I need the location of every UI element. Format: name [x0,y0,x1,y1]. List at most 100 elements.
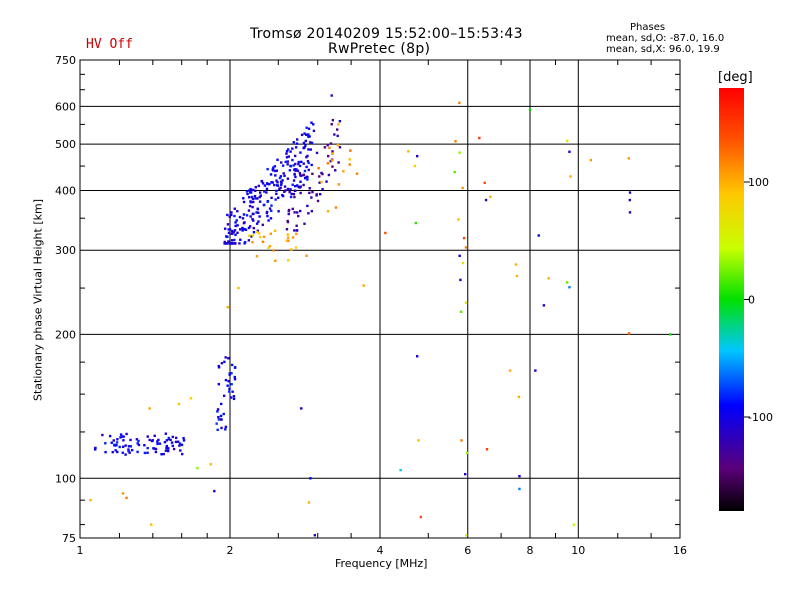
data-point [236,224,239,227]
data-point [254,189,257,193]
data-point [230,229,234,233]
data-point [230,213,233,217]
data-point [163,440,167,444]
data-point [337,183,341,186]
data-point [256,229,260,232]
data-point [255,222,259,225]
data-point [568,150,571,153]
data-point [232,395,236,398]
data-point [310,163,313,167]
data-point [294,162,297,166]
data-point [238,215,242,219]
data-point [146,446,149,450]
data-point [247,209,251,212]
data-point [114,449,117,452]
data-point [302,162,305,165]
data-point [278,176,282,180]
data-point [177,440,180,443]
colorbar-tick-label: -100 [748,411,773,424]
data-point [177,402,181,406]
data-point [292,192,296,196]
data-point [119,436,122,439]
data-point [251,234,255,237]
data-point [243,228,246,231]
data-point [315,151,319,155]
data-point [230,232,234,236]
data-point [275,184,279,187]
data-point [153,434,156,438]
data-point [312,123,315,126]
data-point [284,189,287,192]
data-point [234,221,237,224]
data-point [305,165,308,169]
data-point [233,375,237,379]
data-point [281,193,284,197]
data-point [220,362,224,365]
data-point [259,235,262,239]
data-point [228,387,231,391]
data-point [331,150,334,153]
data-point [111,450,114,454]
data-point [297,214,300,218]
data-point [326,143,329,147]
data-point [517,395,521,399]
data-point [287,259,290,262]
data-point [167,449,170,453]
data-point [407,150,410,153]
data-point [267,219,270,222]
data-point [297,185,300,189]
data-point [282,172,285,175]
data-point [285,152,288,155]
data-point [270,209,273,213]
data-point [304,139,307,143]
data-point [295,232,298,236]
data-point [253,194,257,198]
data-point [303,169,307,173]
data-point [330,94,333,97]
data-point [223,360,226,364]
hv-status: HV Off [86,37,133,52]
data-point [228,215,231,218]
data-point [250,195,254,199]
data-point [337,161,340,164]
data-point [334,206,338,209]
data-point [306,204,309,208]
data-point [89,498,92,502]
data-point [485,448,489,451]
data-point [244,228,248,231]
data-point [251,240,254,244]
data-point [336,143,340,147]
data-point [119,433,123,436]
data-point [266,200,269,203]
data-point [308,135,311,138]
data-point [217,415,220,419]
data-point [298,209,302,213]
data-point [180,443,184,447]
data-point [293,154,297,158]
data-point [326,162,330,165]
data-point [627,157,631,160]
data-point [295,224,298,227]
data-point [286,148,290,151]
data-point [285,239,289,242]
colorbar-unit-label: [deg] [718,70,753,85]
data-point [413,164,417,168]
data-point [518,475,521,478]
data-point [125,432,128,436]
data-point [122,435,125,438]
data-point [233,378,237,381]
data-point [237,286,240,290]
data-point [312,129,316,133]
data-point [118,445,121,449]
data-point [287,208,291,212]
x-axis-label: Frequency [MHz] [335,557,428,570]
data-point [415,355,419,358]
data-point [248,204,252,208]
data-point [313,534,317,537]
data-point [265,210,269,214]
data-point [417,439,420,442]
data-point [308,191,311,195]
data-point [252,226,255,230]
data-point [220,426,223,430]
